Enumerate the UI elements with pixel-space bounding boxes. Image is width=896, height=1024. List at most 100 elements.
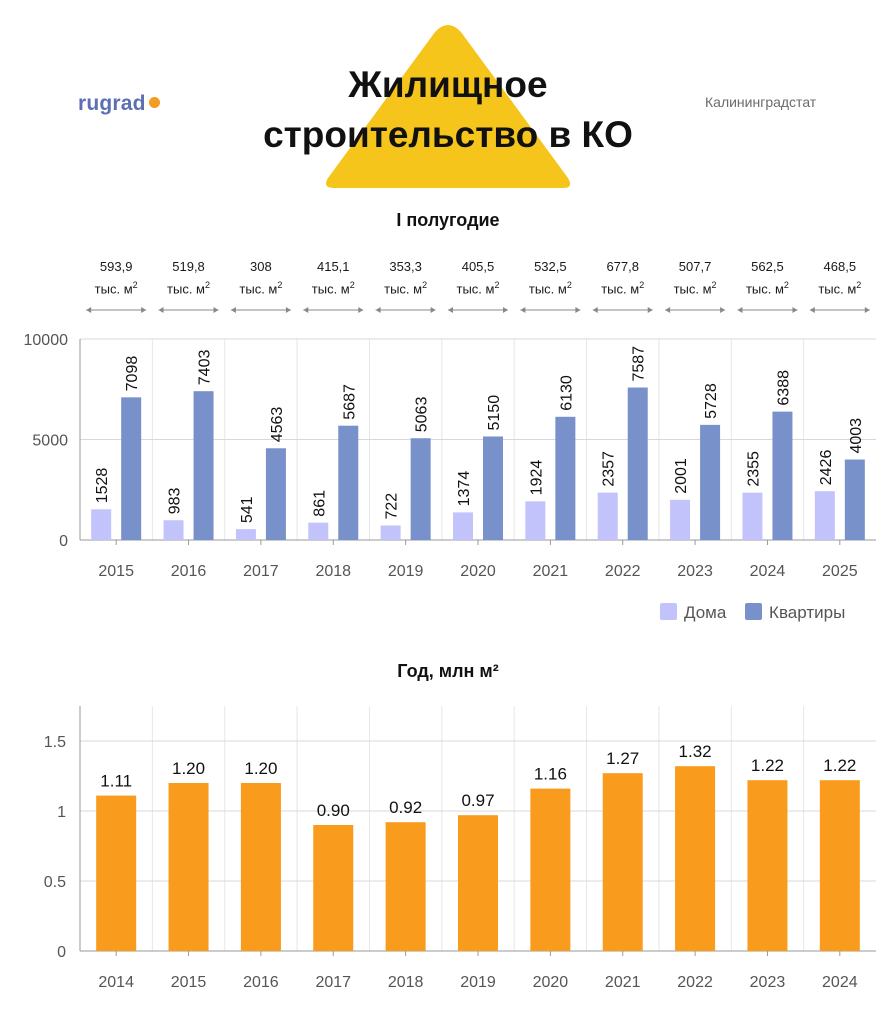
area-unit: тыс. м2 bbox=[239, 280, 283, 297]
data-label-apartments: 7403 bbox=[197, 350, 214, 386]
data-label-houses: 861 bbox=[311, 490, 328, 517]
area-unit: тыс. м2 bbox=[94, 280, 138, 297]
data-label-annual: 0.92 bbox=[389, 798, 422, 817]
data-label-apartments: 7587 bbox=[631, 346, 648, 382]
area-arrow-left-icon bbox=[375, 307, 381, 313]
bar-annual bbox=[602, 773, 643, 951]
area-value: 507,7 bbox=[678, 259, 712, 274]
data-label-houses: 2355 bbox=[745, 451, 762, 487]
area-arrow-left-icon bbox=[520, 307, 526, 313]
title-line-1: Жилищное bbox=[348, 64, 548, 105]
bar-houses bbox=[453, 512, 473, 540]
data-label-annual: 1.16 bbox=[534, 765, 567, 784]
area-arrow-right-icon bbox=[864, 307, 870, 313]
area-label: 415,1 тыс. м2 bbox=[299, 258, 367, 298]
bar-houses bbox=[597, 492, 618, 540]
data-label-annual: 1.22 bbox=[751, 756, 784, 775]
area-value: 308 bbox=[250, 259, 272, 274]
x-tick-label: 2014 bbox=[98, 974, 134, 991]
area-unit: тыс. м2 bbox=[673, 280, 717, 297]
bar-houses bbox=[163, 520, 184, 540]
area-arrow-left-icon bbox=[448, 307, 453, 313]
y-tick-label: 1.5 bbox=[44, 734, 66, 751]
area-value: 562,5 bbox=[751, 259, 784, 274]
x-tick-label: 2019 bbox=[460, 974, 496, 991]
area-arrow-left-icon bbox=[230, 307, 236, 313]
area-label: 532,5 тыс. м2 bbox=[516, 258, 584, 298]
area-arrow-left-icon bbox=[86, 307, 92, 313]
data-label-apartments: 4003 bbox=[848, 418, 865, 454]
area-label: 519,8 тыс. м2 bbox=[155, 258, 223, 298]
area-arrow-right-icon bbox=[430, 307, 436, 313]
area-arrow-right-icon bbox=[720, 307, 726, 313]
area-label: 468,5 тыс. м2 bbox=[806, 258, 874, 298]
area-arrow-right-icon bbox=[141, 307, 147, 313]
bar-annual bbox=[530, 788, 571, 951]
x-tick-label: 2018 bbox=[388, 974, 424, 991]
data-label-annual: 1.20 bbox=[244, 759, 277, 778]
bar-houses bbox=[235, 529, 256, 540]
legend-swatch-houses bbox=[660, 603, 677, 620]
area-unit: тыс. м2 bbox=[818, 280, 862, 297]
bar-apartments bbox=[338, 425, 359, 540]
x-tick-label: 2016 bbox=[171, 563, 207, 580]
legend-label-houses: Дома bbox=[684, 603, 727, 622]
area-value: 468,5 bbox=[823, 259, 857, 274]
legend-item-apartments[interactable]: Квартиры bbox=[745, 603, 845, 623]
bar-houses bbox=[380, 525, 401, 540]
data-label-annual: 1.20 bbox=[172, 759, 205, 778]
area-unit: тыс. м2 bbox=[167, 280, 211, 297]
bar-apartments bbox=[700, 424, 721, 540]
legend-swatch-apartments bbox=[745, 603, 763, 620]
area-unit: тыс. м2 bbox=[384, 280, 428, 297]
data-label-apartments: 6388 bbox=[775, 370, 792, 406]
data-label-houses: 2001 bbox=[673, 458, 690, 494]
x-tick-label: 2020 bbox=[533, 974, 569, 991]
area-unit: тыс. м2 bbox=[311, 280, 355, 297]
annual-chart-title: Год, млн м² bbox=[397, 661, 499, 681]
data-label-apartments: 5150 bbox=[486, 395, 503, 431]
area-label: 562,5 тыс. м2 bbox=[733, 258, 801, 298]
data-label-annual: 1.27 bbox=[606, 749, 639, 768]
area-arrow-right-icon bbox=[647, 307, 653, 313]
bar-apartments bbox=[772, 411, 793, 540]
area-value: 353,3 bbox=[389, 259, 422, 274]
x-tick-label: 2021 bbox=[605, 974, 641, 991]
data-label-houses: 2357 bbox=[601, 451, 618, 487]
data-label-houses: 1528 bbox=[94, 468, 111, 504]
data-label-apartments: 7098 bbox=[124, 356, 141, 392]
data-label-houses: 722 bbox=[384, 493, 401, 520]
x-tick-label: 2015 bbox=[98, 563, 134, 580]
data-label-houses: 1374 bbox=[456, 471, 473, 507]
y-tick-label: 5000 bbox=[32, 433, 68, 450]
area-label: 308 тыс. м2 bbox=[227, 258, 295, 298]
bar-apartments bbox=[265, 448, 286, 540]
bar-apartments bbox=[193, 391, 214, 540]
logo-dot-icon bbox=[148, 97, 160, 108]
area-label: 593,9 тыс. м2 bbox=[82, 258, 150, 298]
area-arrow-left-icon bbox=[303, 307, 309, 313]
data-label-annual: 1.11 bbox=[100, 772, 132, 791]
data-label-apartments: 6130 bbox=[558, 375, 575, 411]
bar-annual bbox=[385, 822, 426, 951]
rugrad-logo[interactable]: rugrad bbox=[78, 92, 160, 116]
area-label: 353,3 тыс. м2 bbox=[372, 258, 440, 298]
legend-item-houses[interactable]: Дома bbox=[660, 603, 726, 623]
data-label-annual: 1.32 bbox=[679, 742, 712, 761]
area-arrow-left-icon bbox=[737, 307, 743, 313]
area-unit: тыс. м2 bbox=[745, 280, 789, 297]
data-label-apartments: 5063 bbox=[414, 397, 431, 433]
area-value: 519,8 bbox=[172, 259, 205, 274]
area-arrow-right-icon bbox=[503, 307, 508, 313]
area-arrow-right-icon bbox=[792, 307, 798, 313]
data-label-annual: 0.97 bbox=[461, 791, 494, 810]
y-tick-label: 0.5 bbox=[44, 874, 66, 891]
data-label-apartments: 4563 bbox=[269, 407, 286, 443]
x-tick-label: 2024 bbox=[822, 974, 858, 991]
area-arrow-right-icon bbox=[575, 307, 581, 313]
data-label-houses: 983 bbox=[167, 487, 184, 514]
bar-houses bbox=[91, 509, 112, 540]
area-value: 593,9 bbox=[99, 259, 133, 274]
x-tick-label: 2020 bbox=[460, 563, 496, 580]
x-tick-label: 2024 bbox=[750, 563, 786, 580]
